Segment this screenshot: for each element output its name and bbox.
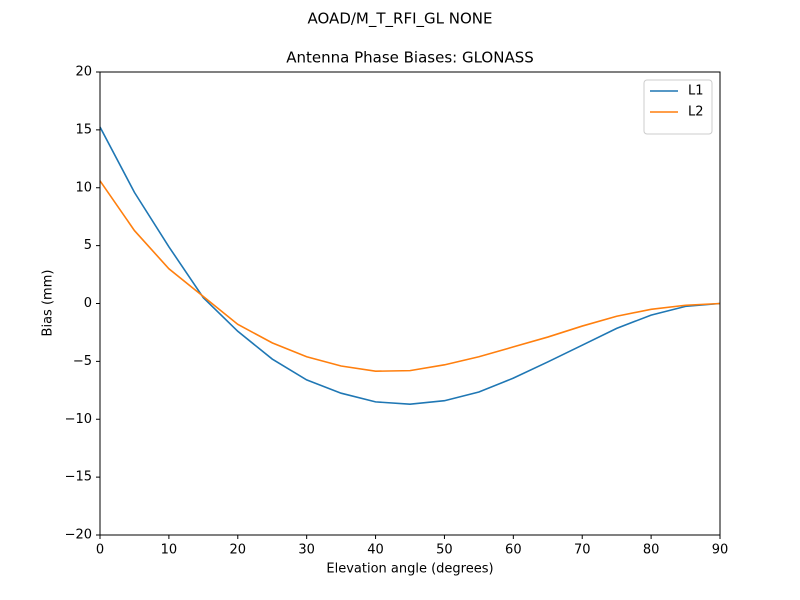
y-tick-label: −20 bbox=[65, 528, 92, 543]
x-axis-label: Elevation angle (degrees) bbox=[326, 562, 493, 577]
legend-label: L2 bbox=[688, 105, 704, 120]
y-tick-label: 20 bbox=[75, 65, 92, 80]
y-tick-label: −5 bbox=[73, 354, 92, 369]
x-tick-label: 90 bbox=[712, 543, 729, 558]
x-tick-label: 0 bbox=[96, 543, 104, 558]
y-tick-label: 0 bbox=[84, 296, 92, 311]
x-tick-label: 10 bbox=[161, 543, 178, 558]
suptitle: AOAD/M_T_RFI_GL NONE bbox=[308, 10, 493, 29]
plot-frame bbox=[99, 71, 721, 536]
y-tick-label: 5 bbox=[84, 238, 92, 253]
y-tick-label: 15 bbox=[75, 122, 92, 137]
x-tick-label: 20 bbox=[230, 543, 247, 558]
legend-box bbox=[643, 79, 713, 135]
chart-title: Antenna Phase Biases: GLONASS bbox=[286, 49, 534, 67]
x-tick-label: 30 bbox=[298, 543, 315, 558]
x-tick-label: 50 bbox=[436, 543, 453, 558]
y-tick-label: −15 bbox=[65, 470, 92, 485]
x-tick-label: 70 bbox=[574, 543, 591, 558]
y-tick-label: 10 bbox=[75, 180, 92, 195]
x-tick-label: 80 bbox=[643, 543, 660, 558]
y-axis-label: Bias (mm) bbox=[41, 270, 56, 337]
legend-label: L1 bbox=[688, 84, 704, 99]
x-tick-label: 60 bbox=[505, 543, 522, 558]
data-line bbox=[99, 126, 721, 406]
x-tick-label: 40 bbox=[367, 543, 384, 558]
y-tick-label: −10 bbox=[65, 412, 92, 427]
data-line bbox=[99, 180, 721, 373]
